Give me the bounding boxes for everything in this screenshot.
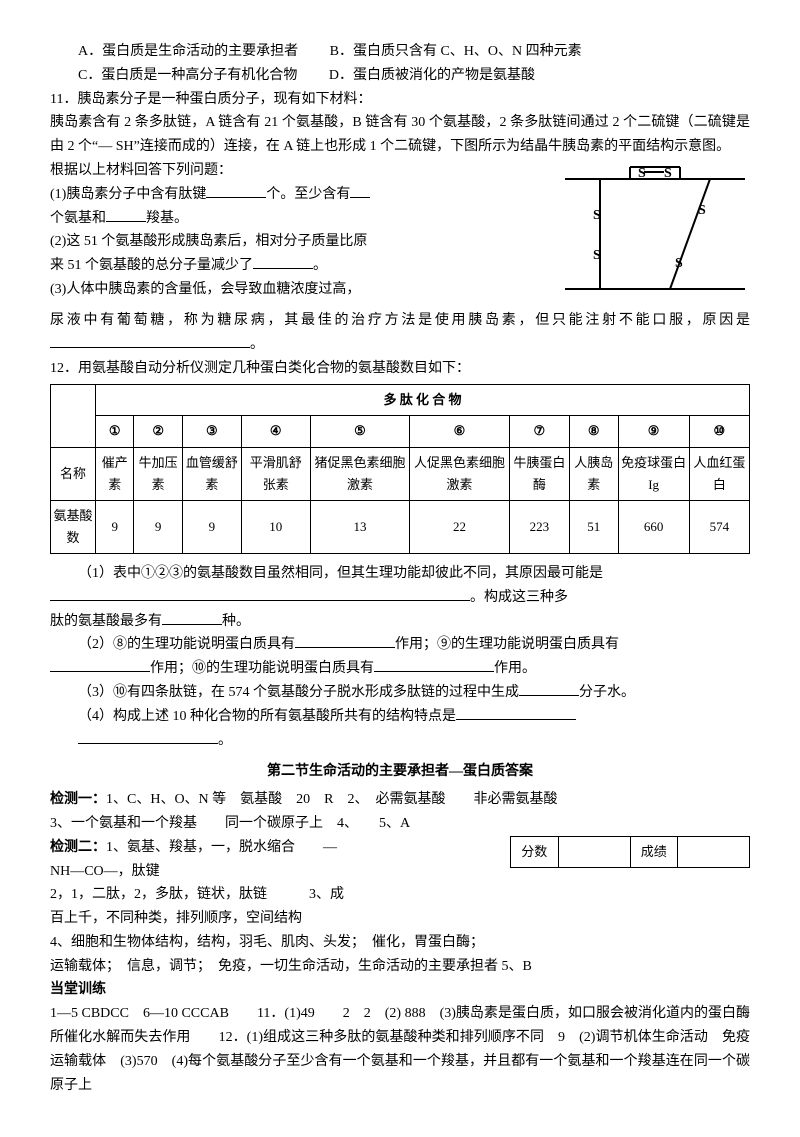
q11-title: 11．胰岛素分子是一种蛋白质分子，现有如下材料： [50, 88, 750, 112]
blank [374, 657, 494, 672]
answer-title: 第二节生命活动的主要承担者—蛋白质答案 [50, 760, 750, 784]
blank [78, 729, 218, 744]
dt-answers: 1—5 CBDCC 6—10 CCCAB 11．(1)49 2 2 (2) 88… [50, 1002, 750, 1097]
grade-cell [678, 836, 750, 867]
q12-p2b: 作用；⑩的生理功能说明蛋白质具有作用。 [50, 657, 750, 681]
blank [253, 254, 313, 269]
q11-p3b: 尿液中有葡萄糖，称为糖尿病，其最佳的治疗方法是使用胰岛素，但只能注射不能口服，原… [50, 309, 750, 357]
blank [295, 633, 395, 648]
option-c: C．蛋白质是一种高分子有机化合物 [78, 68, 297, 83]
blank [106, 221, 146, 222]
table-num-row: 氨基酸数 9 9 9 10 13 22 223 51 660 574 [51, 500, 750, 553]
table-col-row: ① ② ③ ④ ⑤ ⑥ ⑦ ⑧ ⑨ ⑩ [51, 416, 750, 447]
svg-text:S: S [593, 208, 601, 223]
q12-p3: （3）⑩有四条肽链，在 574 个氨基酸分子脱水形成多肽链的过程中生成分子水。 [50, 681, 750, 705]
dt-label: 当堂训练 [50, 978, 750, 1002]
q12-p4: （4）构成上述 10 种化合物的所有氨基酸所共有的结构特点是 [50, 705, 750, 729]
svg-text:S: S [638, 166, 646, 181]
q12-p2: （2）⑧的生理功能说明蛋白质具有作用；⑨的生理功能说明蛋白质具有 [50, 633, 750, 657]
option-b: B．蛋白质只含有 C、H、O、N 四种元素 [330, 44, 582, 59]
option-d: D．蛋白质被消化的产物是氨基酸 [329, 68, 535, 83]
q12-title: 12．用氨基酸自动分析仪测定几种蛋白类化合物的氨基酸数目如下： [50, 357, 750, 381]
blank [456, 705, 576, 720]
blank [162, 610, 222, 625]
table-header-group: 多 肽 化 合 物 [96, 385, 750, 416]
score-cell [558, 836, 630, 867]
option-line-1: A．蛋白质是生命活动的主要承担者 B．蛋白质只含有 C、H、O、N 四种元素 [50, 40, 750, 64]
insulin-svg: S S S S S S [560, 159, 750, 309]
svg-text:S: S [698, 203, 706, 218]
score-label: 分数 [511, 836, 559, 867]
option-a: A．蛋白质是生命活动的主要承担者 [78, 44, 298, 59]
peptide-table: 多 肽 化 合 物 ① ② ③ ④ ⑤ ⑥ ⑦ ⑧ ⑨ ⑩ 名称 催产素 牛加压… [50, 384, 750, 554]
blank [519, 681, 579, 696]
svg-text:S: S [593, 248, 601, 263]
blank [50, 586, 470, 601]
grade-label: 成绩 [630, 836, 678, 867]
q11-body1: 胰岛素含有 2 条多肽链，A 链含有 21 个氨基酸，B 链含有 30 个氨基酸… [50, 111, 750, 159]
answer-block: 检测一：1、C、H、O、N 等 氨基酸 20 R 2、 必需氨基酸 非必需氨基酸… [50, 788, 750, 1097]
svg-text:S: S [664, 166, 672, 181]
svg-text:S: S [675, 256, 683, 271]
disulfide-diagram: S S S S S S [560, 159, 750, 309]
q12-p1: （1）表中①②③的氨基酸数目虽然相同，但其生理功能却彼此不同，其原因最可能是 [50, 562, 750, 586]
blank [50, 333, 250, 348]
q12-p1c: 肽的氨基酸最多有种。 [50, 610, 750, 634]
blank [350, 197, 370, 198]
blank [50, 657, 150, 672]
check1-label: 检测一： [50, 792, 106, 807]
q12-p4b: 。 [50, 729, 750, 753]
table-name-row: 名称 催产素 牛加压素 血管缓舒素 平滑肌舒张素 猪促黑色素细胞激素 人促黑色素… [51, 447, 750, 500]
score-table: 分数 成绩 [510, 836, 750, 868]
q12-p1b: 。构成这三种多 [50, 586, 750, 610]
option-line-2: C．蛋白质是一种高分子有机化合物 D．蛋白质被消化的产物是氨基酸 [50, 64, 750, 88]
blank [206, 183, 266, 198]
check2-label: 检测二： [50, 840, 106, 855]
